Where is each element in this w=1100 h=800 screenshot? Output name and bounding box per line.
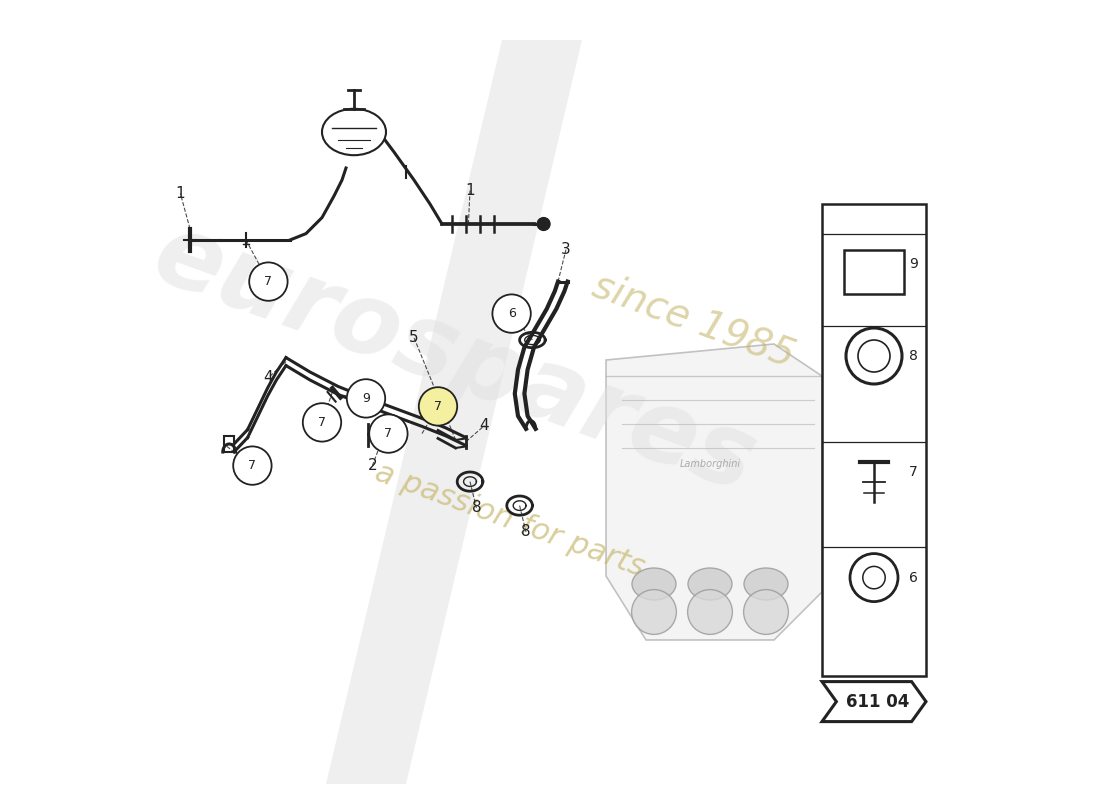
Text: 6: 6 bbox=[508, 307, 516, 320]
Text: 8: 8 bbox=[909, 349, 918, 363]
Text: 7: 7 bbox=[264, 275, 273, 288]
Polygon shape bbox=[606, 344, 822, 640]
Polygon shape bbox=[326, 40, 582, 784]
Text: 1: 1 bbox=[465, 183, 475, 198]
Text: 3: 3 bbox=[561, 242, 571, 257]
Text: since 1985: since 1985 bbox=[587, 266, 800, 374]
Circle shape bbox=[233, 446, 272, 485]
Circle shape bbox=[370, 414, 408, 453]
Circle shape bbox=[302, 403, 341, 442]
Circle shape bbox=[346, 379, 385, 418]
Text: 8: 8 bbox=[521, 525, 531, 539]
Text: 4: 4 bbox=[480, 418, 490, 433]
Circle shape bbox=[537, 218, 550, 230]
Ellipse shape bbox=[632, 568, 676, 600]
Circle shape bbox=[744, 590, 789, 634]
Circle shape bbox=[493, 294, 531, 333]
Text: a passion for parts: a passion for parts bbox=[372, 458, 649, 582]
Ellipse shape bbox=[688, 568, 732, 600]
Text: 2: 2 bbox=[367, 458, 377, 473]
Text: 6: 6 bbox=[909, 570, 918, 585]
Text: 7: 7 bbox=[249, 459, 256, 472]
Text: 1: 1 bbox=[176, 186, 185, 201]
Circle shape bbox=[250, 262, 287, 301]
Text: 8: 8 bbox=[472, 501, 481, 515]
Text: eurospares: eurospares bbox=[140, 206, 768, 514]
Text: 9: 9 bbox=[909, 257, 918, 271]
Text: 4: 4 bbox=[264, 370, 273, 385]
Text: 9: 9 bbox=[362, 392, 370, 405]
Ellipse shape bbox=[322, 109, 386, 155]
Circle shape bbox=[419, 387, 458, 426]
Circle shape bbox=[631, 590, 676, 634]
Text: 7: 7 bbox=[318, 416, 326, 429]
Circle shape bbox=[688, 590, 733, 634]
Ellipse shape bbox=[744, 568, 788, 600]
FancyBboxPatch shape bbox=[822, 204, 926, 676]
Text: 7: 7 bbox=[434, 400, 442, 413]
Text: Lamborghini: Lamborghini bbox=[680, 459, 740, 469]
Text: 7: 7 bbox=[384, 427, 393, 440]
Text: 611 04: 611 04 bbox=[846, 693, 910, 710]
Text: 7: 7 bbox=[910, 465, 918, 479]
Bar bbox=[224, 436, 234, 452]
Text: 5: 5 bbox=[409, 330, 419, 345]
Polygon shape bbox=[822, 682, 926, 722]
